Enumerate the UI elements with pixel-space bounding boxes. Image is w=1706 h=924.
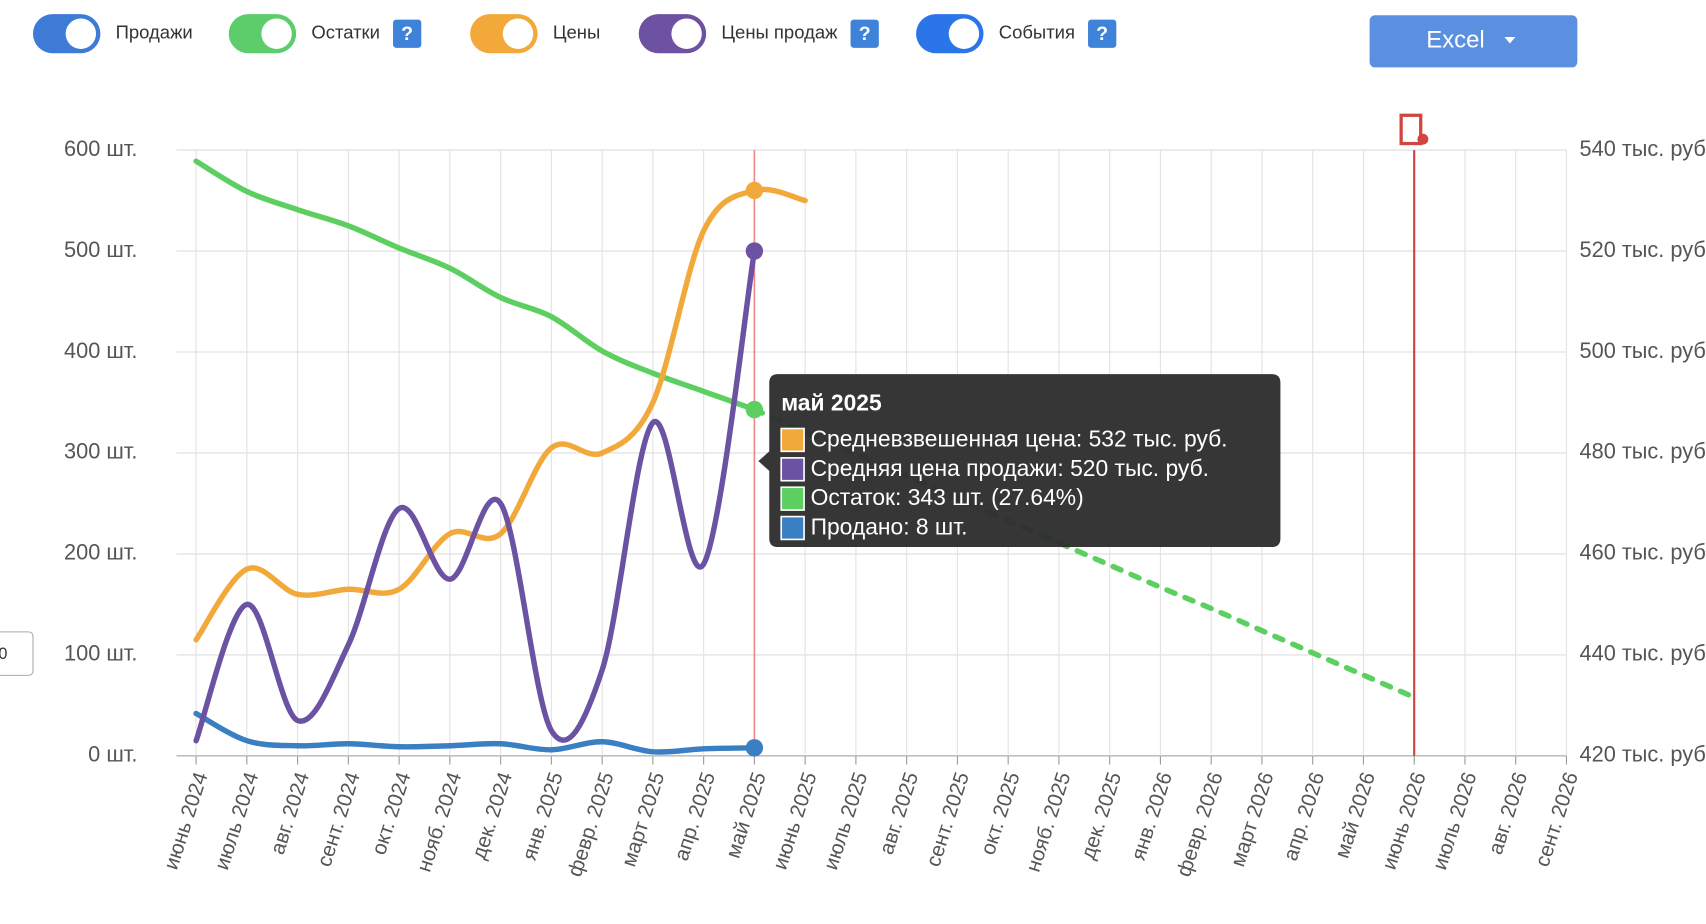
tooltip-series-name: Остаток <box>811 484 896 510</box>
toggle[interactable]: События <box>916 14 1075 54</box>
x-tick-label: окт. 2025 <box>976 769 1024 857</box>
y-tick-label: 400 шт. <box>64 338 137 363</box>
y-tick-label: 500 шт. <box>64 237 137 262</box>
toggle-label: Остатки <box>311 22 380 43</box>
y2-tick-label: 440 тыс. руб. <box>1579 641 1706 666</box>
x-tick-label: апр. 2026 <box>1279 769 1329 863</box>
tooltip-swatch <box>780 486 805 511</box>
toggle-knob <box>65 18 97 49</box>
x-tick-label: окт. 2024 <box>367 769 415 857</box>
x-tick-label: февр. 2026 <box>1172 769 1227 879</box>
hover-point <box>745 181 764 200</box>
y-tick-label: 600 шт. <box>64 136 137 161</box>
series-line <box>193 248 758 744</box>
gear <box>1417 133 1429 145</box>
help-icon[interactable] <box>850 19 879 48</box>
x-tick-label: янв. 2025 <box>518 769 568 863</box>
excel-label: Excel <box>1426 27 1484 54</box>
hover-point <box>745 242 764 260</box>
tooltip-line: Остаток: 343 шт. (27.64%) <box>811 484 1084 510</box>
x-tick-label: июль 2024 <box>210 769 263 872</box>
x-tick-label: июнь 2025 <box>769 769 822 872</box>
hover-point <box>745 739 764 757</box>
y-tick-label: 0 шт. <box>88 742 137 767</box>
x-tick-label: июль 2025 <box>819 769 872 872</box>
y2-tick-label: 540 тыс. руб. <box>1579 136 1706 161</box>
x-tick-label: апр. 2025 <box>670 769 720 863</box>
y2-tick-label: 520 тыс. руб. <box>1579 237 1706 262</box>
tooltip-swatch <box>780 457 805 482</box>
tooltip-line: Продано: 8 шт. <box>811 514 968 540</box>
tooltip-line: Средневзвешенная цена: 532 тыс. руб. <box>811 425 1228 451</box>
side-box <box>0 631 34 676</box>
building <box>1399 113 1423 146</box>
toggle-knob <box>261 18 292 49</box>
help-mark: ? <box>401 23 413 45</box>
toggle-label: Цены продаж <box>721 22 838 43</box>
y2-tick-label: 460 тыс. руб. <box>1579 540 1706 565</box>
series-line <box>193 186 808 643</box>
toggle[interactable]: Цены продаж <box>638 14 838 54</box>
hover-point <box>745 400 764 419</box>
x-tick-label: июнь 2026 <box>1378 769 1431 872</box>
y-tick-label: 100 шт. <box>64 641 137 666</box>
x-tick-label: март 2026 <box>1226 769 1278 869</box>
series-line <box>193 710 758 755</box>
tooltip-value: : 532 тыс. руб. <box>1076 425 1228 451</box>
tooltip-series-name: Средневзвешенная цена <box>811 425 1077 451</box>
x-tick-label: дек. 2025 <box>1076 769 1126 862</box>
help-icon[interactable] <box>393 19 422 48</box>
tooltip-swatch <box>780 427 805 453</box>
x-tick-label: дек. 2024 <box>467 769 517 862</box>
side-box-label: 100 <box>0 645 7 663</box>
tooltip-title: май 2025 <box>781 390 882 416</box>
toggle-label: Цены <box>553 22 600 43</box>
excel-button[interactable] <box>1369 15 1578 68</box>
x-tick-label: сент. 2024 <box>313 769 365 869</box>
x-tick-label: июнь 2024 <box>160 769 213 872</box>
y-tick-label: 300 шт. <box>64 439 137 464</box>
toggle[interactable]: Продажи <box>32 14 193 54</box>
y-tick-label: 200 шт. <box>64 540 137 565</box>
y2-tick-label: 500 тыс. руб. <box>1579 338 1706 363</box>
tooltip-value: : 8 шт. <box>903 514 967 540</box>
x-tick-label: янв. 2026 <box>1127 769 1177 863</box>
toggle-knob <box>671 18 702 49</box>
x-tick-label: нояб. 2024 <box>413 769 467 874</box>
x-tick-label: авг. 2024 <box>266 769 314 857</box>
x-tick-label: нояб. 2025 <box>1022 769 1076 874</box>
toggle-knob <box>502 18 534 49</box>
toggle[interactable]: Цены <box>470 14 600 54</box>
x-tick-label: авг. 2025 <box>875 769 923 857</box>
toggle-label: События <box>999 22 1075 43</box>
x-tick-label: февр. 2025 <box>563 769 618 879</box>
y2-tick-label: 420 тыс. руб. <box>1579 742 1706 767</box>
tooltip-swatch <box>780 515 805 541</box>
y2-tick-label: 480 тыс. руб. <box>1579 439 1706 464</box>
help-mark: ? <box>859 23 871 45</box>
help-icon[interactable] <box>1088 19 1117 48</box>
toggle[interactable]: Остатки <box>228 14 380 54</box>
x-tick-label: авг. 2026 <box>1484 769 1532 857</box>
tooltip-series-name: Средняя цена продажи <box>811 455 1058 481</box>
event-icon[interactable] <box>1399 113 1429 146</box>
toggle-label: Продажи <box>116 22 193 43</box>
x-tick-label: сент. 2025 <box>922 769 974 869</box>
help-mark: ? <box>1096 23 1108 45</box>
tooltip-value: : 520 тыс. руб. <box>1057 455 1209 481</box>
tooltip-value: : 343 шт. (27.64%) <box>895 484 1084 510</box>
x-tick-label: сент. 2026 <box>1531 769 1583 869</box>
series-line <box>193 158 758 413</box>
toggle-knob <box>948 18 980 49</box>
dropdown-caret <box>1504 36 1516 44</box>
x-tick-label: июль 2026 <box>1428 769 1481 872</box>
tooltip-box <box>758 374 1281 548</box>
tooltip-series-name: Продано <box>811 514 904 540</box>
x-tick-label: май 2025 <box>722 769 771 861</box>
tooltip-line: Средняя цена продажи: 520 тыс. руб. <box>811 455 1209 481</box>
x-tick-label: май 2026 <box>1331 769 1380 861</box>
x-tick-label: март 2025 <box>617 769 669 869</box>
